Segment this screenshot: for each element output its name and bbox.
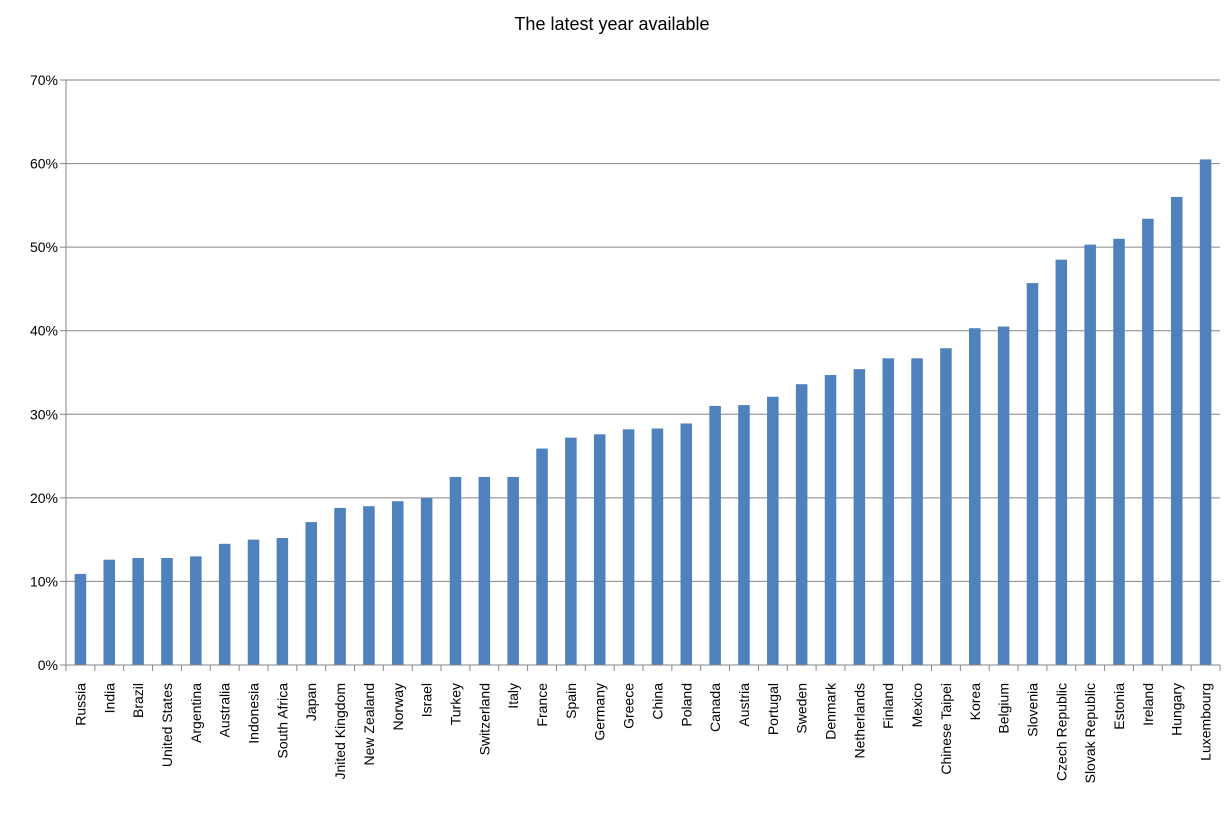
bar <box>190 556 202 665</box>
bars <box>74 159 1212 666</box>
bar <box>103 559 116 665</box>
bar <box>363 506 375 665</box>
gridlines <box>60 79 1220 666</box>
category-label: Greece <box>621 683 637 729</box>
category-label: France <box>534 683 550 727</box>
category-label: Switzerland <box>476 683 492 755</box>
y-tick-label: 60% <box>30 156 58 172</box>
category-label: Japan <box>303 683 319 721</box>
bar <box>997 326 1010 665</box>
bar <box>882 358 894 665</box>
bar <box>1199 159 1212 665</box>
category-label: Canada <box>707 683 723 732</box>
bar <box>1170 197 1183 665</box>
category-label: Hungary <box>1169 683 1185 736</box>
category-label: Finland <box>880 683 896 729</box>
bar <box>1084 244 1096 665</box>
y-tick-label: 30% <box>30 406 58 422</box>
category-label: Austria <box>736 683 752 727</box>
y-tick-label: 40% <box>30 323 58 339</box>
y-tick-label: 20% <box>30 490 58 506</box>
bar <box>74 573 87 665</box>
bar <box>709 405 721 665</box>
category-label: Czech Republic <box>1053 683 1069 781</box>
bar <box>651 428 664 665</box>
bar <box>795 384 808 665</box>
bar <box>334 507 346 665</box>
bar <box>305 522 317 665</box>
category-label: Mexico <box>909 683 925 728</box>
y-tick-labels: 0% 10% 20% 30% 40% 50% 60% 70% <box>30 72 58 673</box>
bar <box>247 539 260 665</box>
bar <box>478 476 491 665</box>
category-label: Chinese Taipei <box>938 683 954 775</box>
category-label: Estonia <box>1111 683 1127 730</box>
y-tick-label: 10% <box>30 573 58 589</box>
y-tick-label: 0% <box>38 657 58 673</box>
bar <box>1055 259 1068 665</box>
bar <box>218 543 231 665</box>
category-label: Spain <box>563 683 579 719</box>
bar <box>536 448 548 665</box>
category-label: Jnited Kingdom <box>332 683 348 780</box>
category-label: Russia <box>72 683 88 726</box>
category-label: India <box>101 683 117 714</box>
category-label: Korea <box>967 683 983 721</box>
category-label: Norway <box>390 683 406 730</box>
category-label: Portugal <box>765 683 781 735</box>
category-label: Australia <box>217 683 233 738</box>
bar <box>132 558 144 665</box>
category-label: Luxembourg <box>1198 683 1214 761</box>
category-label: Indonesia <box>246 683 262 744</box>
bar <box>824 375 837 665</box>
chart-title: The latest year available <box>514 14 710 34</box>
bar <box>1026 283 1039 665</box>
category-label: Sweden <box>794 683 810 734</box>
bar <box>161 558 173 665</box>
bar <box>565 437 577 665</box>
bar <box>276 537 289 665</box>
category-label: Netherlands <box>851 683 867 759</box>
category-label: Turkey <box>447 683 463 725</box>
y-tick-label: 50% <box>30 239 58 255</box>
category-label: China <box>649 683 665 720</box>
bar <box>449 476 462 665</box>
category-label: Ireland <box>1140 683 1156 726</box>
bar <box>622 429 635 665</box>
bar <box>392 501 404 665</box>
bar <box>767 396 779 665</box>
bar <box>507 476 519 665</box>
category-labels: Russia India Brazil United States Argentina A… <box>72 682 1213 783</box>
x-axis <box>65 80 1221 671</box>
category-label: South Africa <box>274 683 290 759</box>
bar <box>940 348 952 665</box>
bar <box>969 328 981 665</box>
category-label: Denmark <box>823 682 839 740</box>
category-label: Poland <box>678 683 694 727</box>
category-label: Italy <box>505 683 521 709</box>
bar <box>680 423 693 665</box>
category-label: Argentina <box>188 683 204 743</box>
category-label: Germany <box>592 683 608 741</box>
category-label: Israel <box>419 683 435 717</box>
bar <box>593 434 606 665</box>
category-label: Slovak Republic <box>1082 683 1098 783</box>
category-label: New Zealand <box>361 683 377 766</box>
bar <box>853 369 866 665</box>
bar <box>1113 238 1125 666</box>
category-label: Brazil <box>130 683 146 718</box>
bar <box>420 497 433 665</box>
bar <box>1142 218 1154 665</box>
bar <box>911 358 923 665</box>
category-label: United States <box>159 683 175 767</box>
y-tick-label: 70% <box>30 72 58 88</box>
category-label: Belgium <box>996 683 1012 734</box>
category-label: Slovenia <box>1024 683 1040 737</box>
bar <box>738 405 750 665</box>
